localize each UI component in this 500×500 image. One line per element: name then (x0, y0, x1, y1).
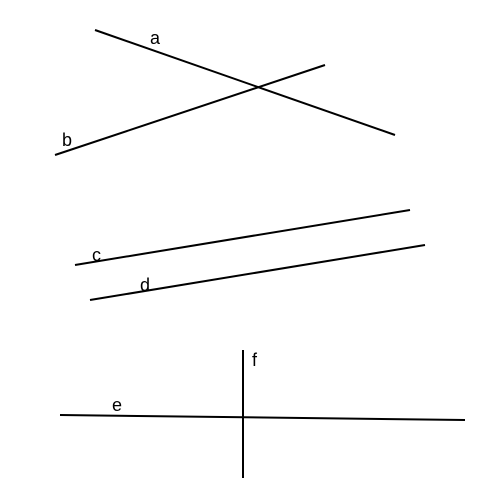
label-b: b (62, 130, 72, 151)
label-e: e (112, 395, 122, 416)
line-c (75, 210, 410, 265)
label-f: f (252, 350, 257, 371)
diagram-canvas (0, 0, 500, 500)
label-c: c (92, 245, 101, 266)
label-a: a (150, 28, 160, 49)
line-b (55, 65, 325, 155)
line-a (95, 30, 395, 135)
label-d: d (140, 275, 150, 296)
